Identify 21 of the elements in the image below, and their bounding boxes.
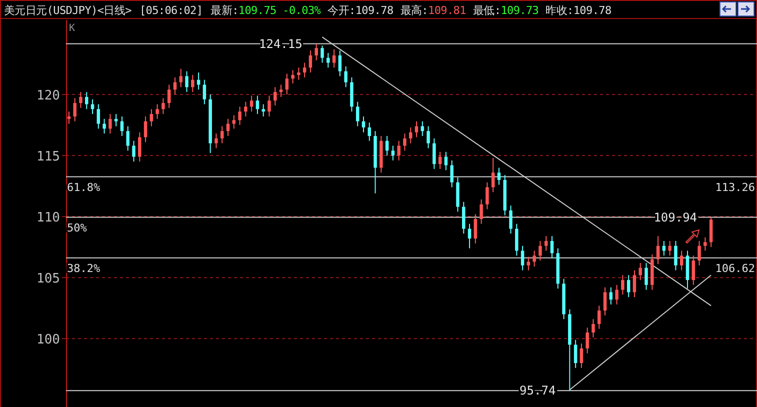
text: 今开:109.78 — [328, 4, 394, 17]
y-tick-label: 120 — [36, 88, 60, 104]
text: 最高: — [400, 4, 428, 17]
annotation: 38.2% — [67, 262, 100, 275]
annotation: 61.8% — [67, 180, 100, 194]
y-tick-label: 110 — [36, 210, 60, 226]
text: 最低: — [472, 4, 501, 17]
annotation: K — [69, 23, 76, 34]
annotation: 50% — [67, 221, 88, 234]
text: 109.75 -0.03% — [238, 4, 322, 17]
y-tick-label: 115 — [36, 150, 60, 165]
chart-subtitle: [05:06:02] — [139, 4, 203, 17]
text: 109.81 — [428, 4, 466, 17]
ref-line-label: 106.62 — [715, 262, 755, 275]
chart-title: 美元日元(USDJPY)<日线> — [4, 4, 132, 17]
text: 昨收:109.78 — [546, 4, 612, 17]
ref-line-label: 113.26 — [715, 180, 755, 194]
text: 最新: — [210, 4, 238, 17]
y-tick-label: 105 — [36, 272, 60, 287]
y-tick-label: 100 — [36, 332, 60, 348]
text: 109.73 — [500, 4, 539, 17]
